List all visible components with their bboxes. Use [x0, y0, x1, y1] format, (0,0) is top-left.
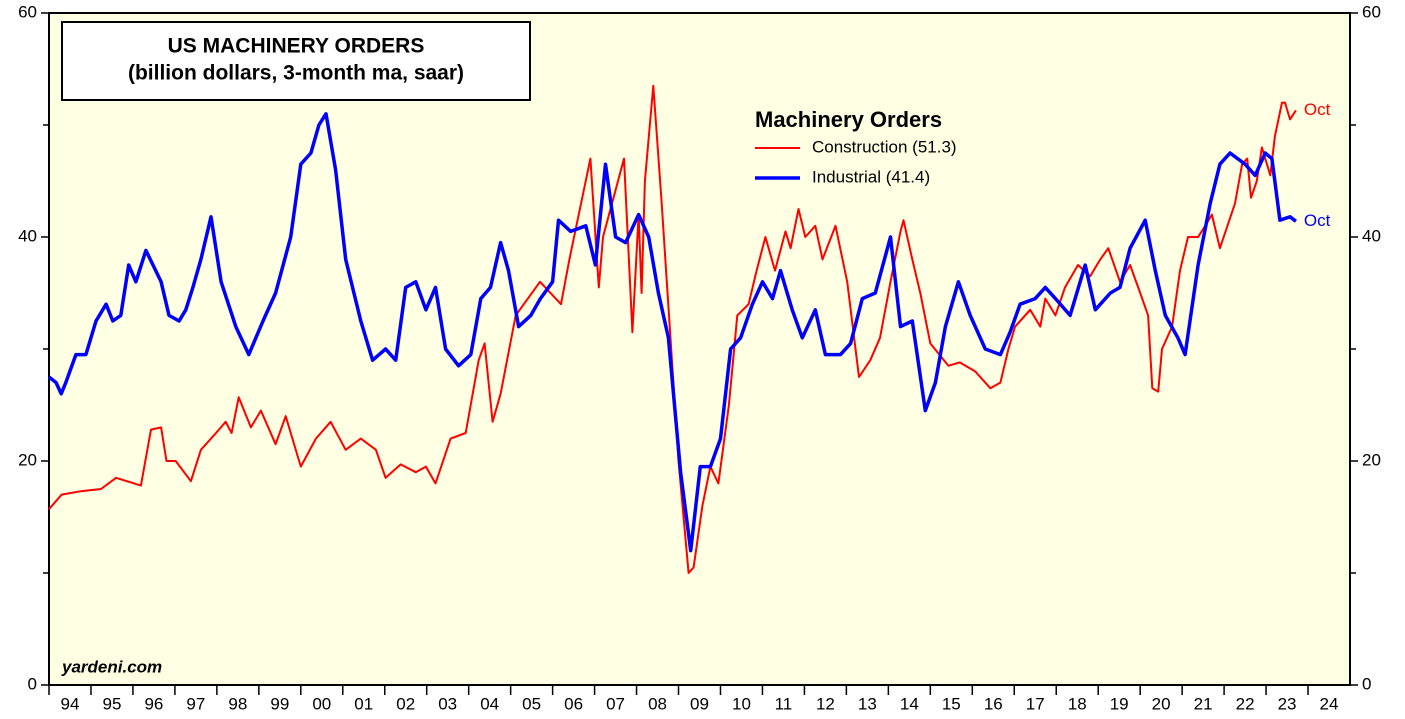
x-tick-label: 94: [61, 694, 80, 713]
x-tick-label: 99: [270, 694, 289, 713]
x-tick-label: 09: [690, 694, 709, 713]
x-tick-label: 08: [648, 694, 667, 713]
x-tick-label: 03: [438, 694, 457, 713]
x-tick-label: 06: [564, 694, 583, 713]
x-tick-label: 11: [775, 694, 793, 713]
y-tick-label: 60: [18, 2, 37, 21]
y2-tick-label: 0: [1362, 674, 1371, 693]
y2-tick-label: 20: [1362, 450, 1381, 469]
x-tick-label: 19: [1110, 694, 1129, 713]
series-line: [47, 112, 1297, 553]
x-tick-label: 13: [858, 694, 877, 713]
x-tick-label: 15: [942, 694, 961, 713]
x-tick-label: 97: [186, 694, 205, 713]
x-tick-label: 24: [1320, 694, 1339, 713]
y2-tick-label: 60: [1362, 2, 1381, 21]
x-tick-label: 01: [354, 694, 373, 713]
x-tick-label: 98: [228, 694, 247, 713]
x-tick-label: 02: [396, 694, 415, 713]
x-tick-label: 04: [480, 694, 499, 713]
y-tick-label: 20: [18, 450, 37, 469]
chart-subtitle: (billion dollars, 3-month ma, saar): [128, 62, 464, 85]
title-box: [61, 21, 531, 101]
x-tick-label: 17: [1026, 694, 1045, 713]
y-tick-label: 40: [18, 226, 37, 245]
plot-area: [48, 12, 1351, 686]
legend-label: Construction (51.3): [812, 137, 957, 156]
x-tick-label: 16: [984, 694, 1003, 713]
x-tick-label: 20: [1152, 694, 1171, 713]
x-tick-label: 12: [816, 694, 835, 713]
chart-title: US MACHINERY ORDERS: [168, 35, 425, 58]
x-tick-label: 21: [1194, 694, 1213, 713]
end-label: Oct: [1304, 100, 1331, 119]
x-tick-label: 22: [1236, 694, 1255, 713]
x-tick-label: 23: [1278, 694, 1297, 713]
x-tick-label: 05: [522, 694, 541, 713]
y2-tick-label: 40: [1362, 226, 1381, 245]
source: yardeni.com: [61, 657, 162, 676]
y-tick-label: 0: [28, 674, 37, 693]
series-line: [48, 84, 1297, 574]
x-tick-label: 18: [1068, 694, 1087, 713]
x-tick-label: 00: [312, 694, 331, 713]
x-tick-label: 96: [144, 694, 163, 713]
x-tick-label: 95: [102, 694, 121, 713]
legend-label: Industrial (41.4): [812, 167, 930, 186]
x-tick-label: 07: [606, 694, 625, 713]
legend-title: Machinery Orders: [755, 107, 942, 132]
end-label: Oct: [1304, 211, 1331, 230]
x-tick-label: 10: [732, 694, 751, 713]
x-tick-label: 14: [900, 694, 919, 713]
